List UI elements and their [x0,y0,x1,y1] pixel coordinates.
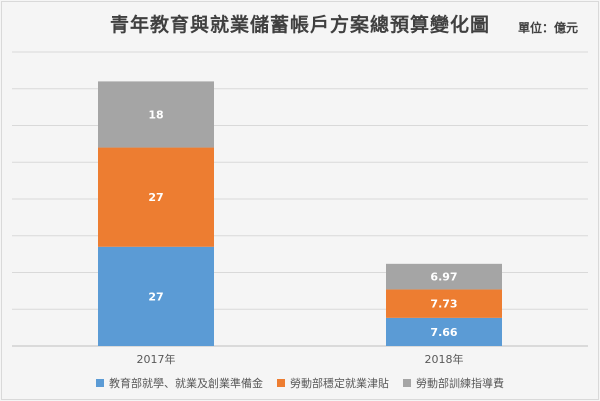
data-label: 7.73 [430,298,457,311]
legend-swatch [277,379,285,387]
legend-swatch [96,379,104,387]
data-label: 18 [148,108,163,121]
data-label: 6.97 [430,271,457,284]
bar-segment [386,289,502,318]
legend-item: 勞動部穩定就業津貼 [277,375,389,391]
legend-item: 教育部就學、就業及創業準備金 [96,375,263,391]
data-label: 27 [148,290,163,303]
legend-item: 勞動部訓練指導費 [403,375,504,391]
data-label: 7.66 [430,326,457,339]
chart-title-area: 青年教育與就業儲蓄帳戶方案總預算變化圖 單位：億元 [0,10,600,37]
chart-legend: 教育部就學、就業及創業準備金 勞動部穩定就業津貼 勞動部訓練指導費 [0,375,600,391]
bar-segment [386,317,502,346]
bar-segment [98,81,214,148]
data-label: 27 [148,191,163,204]
bar-segment [98,147,214,247]
chart-title: 青年教育與就業儲蓄帳戶方案總預算變化圖 [109,14,490,36]
legend-label: 勞動部穩定就業津貼 [290,377,389,390]
legend-label: 教育部就學、就業及創業準備金 [109,377,263,390]
legend-swatch [403,379,411,387]
bar-segment [98,246,214,346]
x-tick-label: 2017年 [137,352,176,366]
bar-segment [386,263,502,290]
legend-label: 勞動部訓練指導費 [416,377,504,390]
unit-label: 單位：億元 [517,21,578,35]
x-tick-label: 2018年 [425,352,464,366]
